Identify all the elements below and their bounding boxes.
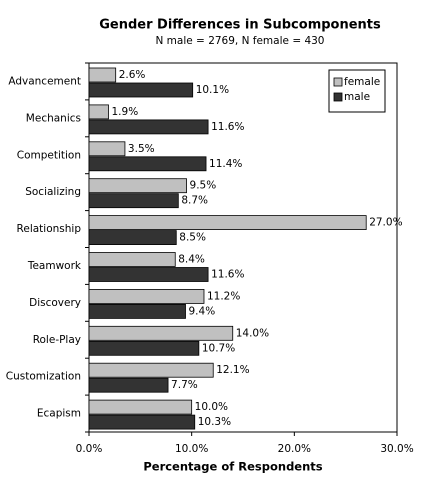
y-tick-label: Advancement bbox=[8, 75, 81, 87]
bar bbox=[88, 230, 177, 246]
y-tick-label: Role-Play bbox=[33, 334, 81, 346]
value-label: 11.6% bbox=[211, 269, 244, 281]
value-label: 3.5% bbox=[128, 143, 155, 155]
value-label: 9.5% bbox=[190, 180, 217, 192]
bar bbox=[88, 340, 200, 356]
legend-label: male bbox=[344, 91, 370, 103]
bar bbox=[88, 156, 207, 172]
bar bbox=[88, 325, 234, 341]
legend-swatch bbox=[333, 77, 343, 87]
value-label: 14.0% bbox=[236, 327, 269, 339]
bar bbox=[88, 67, 117, 83]
value-label: 12.1% bbox=[216, 364, 249, 376]
value-label: 8.5% bbox=[179, 232, 206, 244]
y-tick-label: Competition bbox=[17, 149, 81, 161]
x-tick-label: 10.0% bbox=[175, 443, 208, 455]
value-label: 9.4% bbox=[189, 305, 216, 317]
bar bbox=[88, 119, 209, 135]
bar bbox=[88, 82, 194, 98]
y-tick-label: Customization bbox=[6, 371, 81, 383]
y-tick-label: Ecapism bbox=[37, 408, 81, 420]
value-label: 11.2% bbox=[207, 290, 240, 302]
bar bbox=[88, 267, 209, 282]
y-tick-label: Relationship bbox=[17, 223, 82, 235]
bar bbox=[88, 399, 193, 415]
bar bbox=[88, 193, 179, 209]
bar bbox=[88, 303, 186, 319]
bar bbox=[88, 288, 205, 304]
bar bbox=[88, 377, 169, 393]
bar bbox=[88, 178, 187, 194]
y-tick-label: Mechanics bbox=[26, 112, 81, 124]
bar bbox=[88, 215, 367, 231]
x-tick-label: 30.0% bbox=[380, 443, 413, 455]
value-label: 11.6% bbox=[211, 121, 244, 133]
chart-title: Gender Differences in Subcomponents bbox=[99, 18, 381, 33]
value-label: 27.0% bbox=[369, 217, 402, 229]
legend-swatch bbox=[333, 92, 343, 102]
value-label: 10.3% bbox=[198, 416, 231, 428]
bar bbox=[88, 252, 176, 267]
value-label: 1.9% bbox=[112, 106, 139, 118]
bar bbox=[88, 362, 214, 378]
y-tick-label: Socializing bbox=[25, 186, 81, 198]
x-tick-label: 0.0% bbox=[76, 443, 103, 455]
x-tick-label: 20.0% bbox=[278, 443, 311, 455]
chart-subtitle: N male = 2769, N female = 430 bbox=[155, 35, 324, 47]
value-label: 10.1% bbox=[196, 84, 229, 96]
bar bbox=[88, 414, 196, 430]
value-label: 10.7% bbox=[202, 342, 235, 354]
value-label: 7.7% bbox=[171, 379, 198, 391]
legend-box bbox=[328, 69, 386, 113]
y-tick-label: Teamwork bbox=[27, 260, 82, 272]
value-label: 11.4% bbox=[209, 158, 242, 170]
bar bbox=[88, 141, 126, 157]
value-label: 8.4% bbox=[178, 254, 205, 266]
value-label: 10.0% bbox=[195, 401, 228, 413]
value-label: 8.7% bbox=[181, 195, 208, 207]
y-tick-label: Discovery bbox=[29, 297, 81, 309]
x-axis-title: Percentage of Respondents bbox=[143, 460, 322, 474]
bar bbox=[88, 104, 109, 120]
legend-label: female bbox=[344, 76, 380, 88]
value-label: 2.6% bbox=[119, 69, 146, 81]
